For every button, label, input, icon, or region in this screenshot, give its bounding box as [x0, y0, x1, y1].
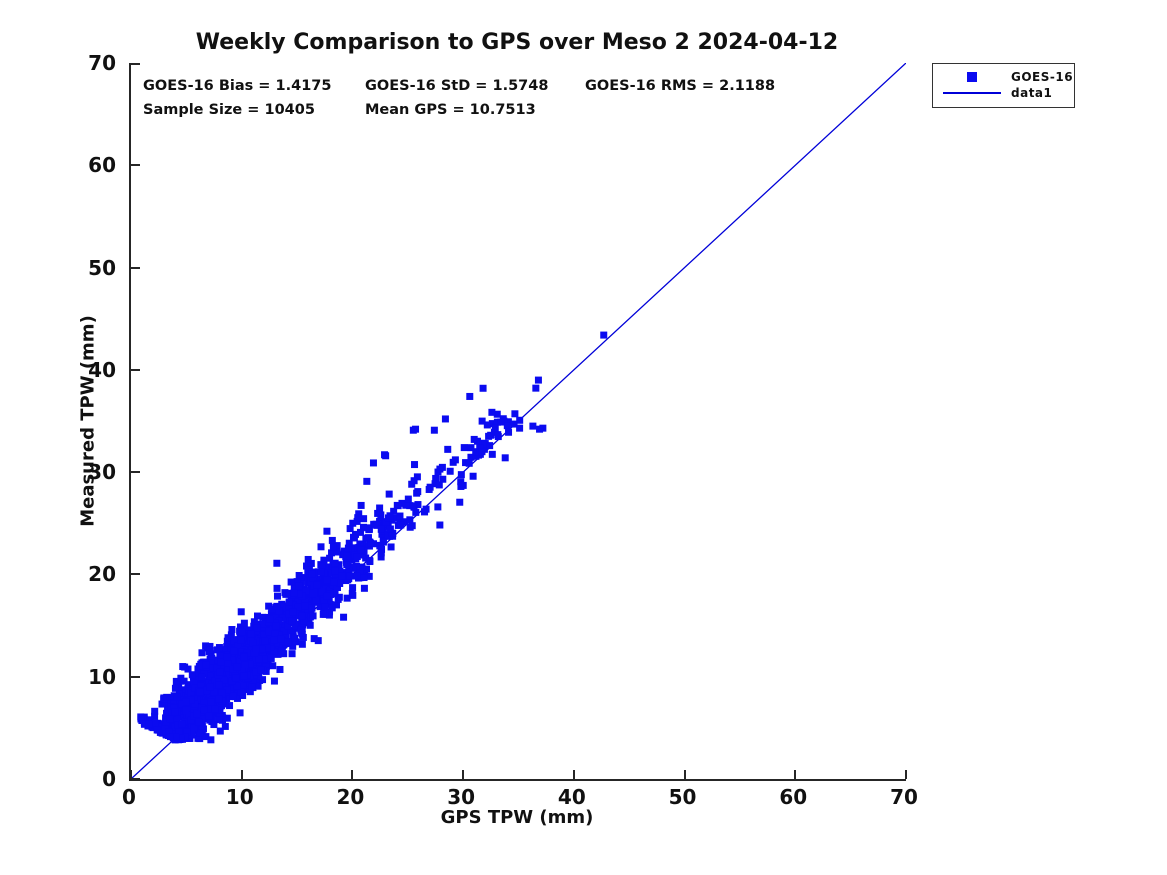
legend-label-goes16: GOES-16	[1011, 70, 1074, 84]
x-tick-label: 20	[336, 785, 365, 809]
x-tick	[462, 770, 465, 779]
x-tick	[240, 770, 243, 779]
x-tick	[130, 770, 132, 779]
y-tick-label: 20	[88, 562, 116, 587]
y-tick-label: 60	[88, 153, 116, 178]
y-tick	[131, 778, 140, 780]
y-tick	[131, 573, 140, 576]
y-tick	[131, 675, 140, 678]
square-marker-icon	[967, 72, 977, 82]
x-tick-label: 60	[779, 785, 808, 809]
legend: GOES-16 data1	[932, 63, 1075, 108]
x-tick-label: 40	[557, 785, 586, 809]
y-tick	[131, 164, 140, 167]
y-tick	[131, 266, 140, 269]
y-tick	[131, 471, 140, 474]
x-tick	[683, 770, 686, 779]
y-tick	[131, 368, 140, 371]
legend-entry-goes16: GOES-16	[933, 69, 1074, 85]
x-tick	[905, 770, 907, 779]
legend-label-data1: data1	[1011, 86, 1053, 100]
legend-entry-data1: data1	[933, 85, 1074, 101]
x-tick	[794, 770, 797, 779]
y-tick-label: 0	[102, 767, 116, 791]
y-tick-label: 50	[88, 255, 116, 280]
y-axis-label: Measured TPW (mm)	[77, 315, 99, 527]
y-tick-label: 10	[88, 664, 116, 689]
x-tick-label: 30	[447, 785, 476, 809]
y-tick-label: 70	[88, 51, 116, 75]
x-tick-label: 70	[890, 785, 918, 809]
x-axis-label: GPS TPW (mm)	[440, 807, 594, 828]
chart-title: Weekly Comparison to GPS over Meso 2 202…	[195, 30, 839, 55]
x-tick-label: 10	[225, 785, 254, 809]
y-tick-label: 40	[88, 357, 116, 382]
line-marker-icon	[943, 92, 1001, 94]
plot-area	[129, 63, 907, 781]
y-tick-label: 30	[88, 460, 116, 485]
y-tick	[131, 63, 140, 65]
x-tick	[351, 770, 354, 779]
x-tick	[572, 770, 575, 779]
scatter-canvas	[131, 63, 906, 779]
x-tick-label: 0	[122, 785, 136, 809]
x-tick-label: 50	[668, 785, 697, 809]
